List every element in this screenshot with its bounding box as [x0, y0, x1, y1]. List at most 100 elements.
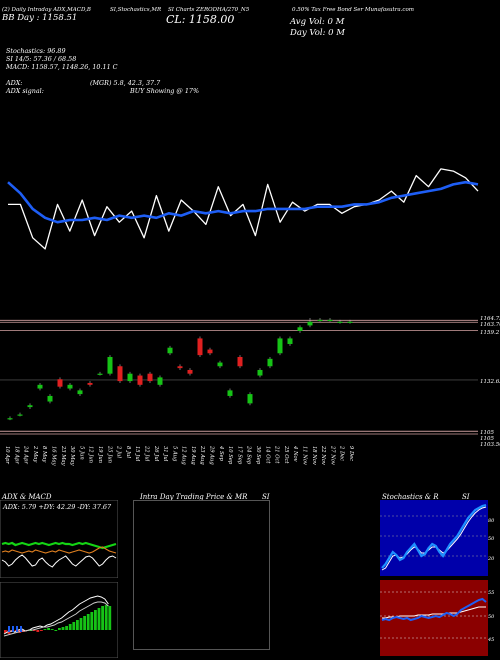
date-tick-label: 22 Nov [320, 445, 326, 465]
stoch-panel-bg [380, 500, 488, 576]
date-tick-label: 24 Sep [246, 445, 252, 465]
header-mid-line1: SI,Stochastics,MR [110, 7, 162, 13]
price-label-5: 1105 [480, 430, 494, 436]
price-line-chart [7, 168, 479, 250]
macd-histogram-bar [97, 608, 101, 630]
header-left-line1: (2) Daily Intraday ADX,MACD,B [2, 7, 91, 13]
intraday-si-label: SI [262, 493, 270, 501]
price-line [8, 168, 479, 250]
macd-readout: MACD: 1158.57, 1148.26, 10.11 C [6, 63, 118, 71]
candlestick-chart [0, 318, 478, 435]
price-label-2: 1163.70 [480, 322, 500, 328]
si-line [381, 597, 487, 622]
date-tick-label: 12 Aug [181, 446, 187, 465]
candle-body [37, 384, 43, 389]
candle-body [117, 366, 123, 382]
candle-body [67, 384, 73, 389]
si-signal-line [382, 606, 486, 619]
date-tick-label: 19 Jun [97, 446, 103, 463]
candle-body [147, 373, 153, 382]
candle-body [247, 394, 253, 404]
adx-panel-readout: ADX: 5.79 +DY: 42.29 -DY: 37.67 [3, 503, 112, 511]
macd-histogram-bar [4, 630, 7, 633]
stoch-axis-80: 80 [488, 518, 495, 524]
candle-body [187, 369, 193, 374]
stoch-k-line [381, 503, 487, 569]
adx-panel [0, 500, 118, 578]
candle-body [337, 321, 343, 323]
candle-body [257, 369, 263, 376]
header-right-line2: 0.50% Tax Free Bond Ser Munafasutra.com [292, 7, 415, 13]
price-label-3: 1159.27 [480, 330, 500, 336]
macd-histogram-bar [79, 618, 83, 630]
candle-body [307, 321, 313, 326]
date-tick-label: 10 Sep [227, 446, 233, 465]
date-tick-label: 22 Jul [144, 445, 150, 462]
macd-histogram-bar [54, 630, 58, 631]
date-tick-label: 4 Nov [292, 445, 298, 462]
date-tick-label: 4 Sep [218, 445, 224, 462]
intraday-panel [133, 500, 270, 650]
candle-body [137, 375, 143, 385]
macd-histogram-bar [65, 626, 68, 630]
macd-histogram-bar [101, 606, 104, 630]
candle-body [47, 395, 53, 402]
macd-histogram-bar [86, 614, 90, 630]
date-tick-label: 30 Sep [255, 446, 261, 465]
intraday-panel-title: Intra Day Trading Price & MR [140, 493, 248, 501]
candle-body [107, 356, 113, 374]
adx-signal-label: ADX signal: [6, 87, 44, 95]
date-tick-label: 16 May [51, 446, 57, 466]
si-readout: SI 14/5: 57.36 / 68.58 [6, 55, 77, 63]
candle-body [177, 366, 183, 369]
candle-body [277, 338, 283, 354]
si-panel [380, 580, 488, 656]
date-axis: 10 Apr 18 Apr 24 Apr 2 May 8 May 16 May 23 May… [4, 445, 354, 466]
stoch-axis-20: 20 [488, 556, 495, 562]
date-tick-label: 9 Dec [348, 446, 354, 461]
date-tick-label: 24 Apr [23, 445, 29, 464]
candle-body [127, 373, 133, 382]
stochastics-panel [380, 500, 488, 576]
date-tick-label: 5 Jun [78, 446, 84, 460]
candle-body [217, 362, 223, 367]
stoch-axis-50: 50 [488, 536, 495, 542]
date-tick-label: 18 Apr [13, 446, 19, 464]
macd-marker [8, 626, 10, 632]
date-tick-label: 10 Apr [4, 446, 10, 464]
candle-body [57, 379, 63, 387]
macd-marker [12, 626, 14, 632]
candle-body [327, 319, 333, 322]
candle-body [227, 390, 233, 396]
date-tick-label: 5 Aug [171, 446, 177, 462]
close-price: CL: 1158.00 [166, 13, 235, 26]
buy-signal: BUY Showing @ 17% [130, 87, 200, 95]
date-tick-label: 17 Sep [236, 446, 242, 465]
macd-histogram-bar [76, 620, 79, 630]
macd-marker [16, 626, 18, 632]
macd-panel [0, 582, 118, 658]
date-tick-label: 19 Aug [190, 446, 196, 465]
candle-body [7, 418, 13, 420]
candle-body [347, 321, 353, 323]
candle-body [237, 356, 243, 367]
stoch-panel-title: Stochastics & R [382, 493, 439, 501]
date-tick-label: 2 May [32, 445, 38, 462]
header-right-line1: SI Charts ZERODHA/270_N5 [168, 7, 250, 13]
macd-histogram-bar [50, 629, 54, 630]
ema-line [7, 180, 479, 224]
macd-histogram-bar [94, 610, 97, 630]
date-tick-label: 25 Oct [283, 445, 289, 464]
date-tick-label: 2 Dec [339, 445, 345, 461]
candle-body [17, 414, 23, 416]
date-tick-label: 31 Jul [162, 446, 168, 462]
macd-histogram-bar [43, 629, 47, 630]
macd-histogram-bar [72, 622, 76, 630]
macd-histogram-bar [108, 606, 112, 630]
date-tick-label: 29 Aug [209, 445, 215, 465]
adx-label: ADX: [6, 79, 23, 87]
adx-line [1, 554, 117, 568]
candle-body [297, 327, 303, 331]
macd-marker [20, 626, 22, 632]
macd-histogram-bar [58, 628, 61, 630]
